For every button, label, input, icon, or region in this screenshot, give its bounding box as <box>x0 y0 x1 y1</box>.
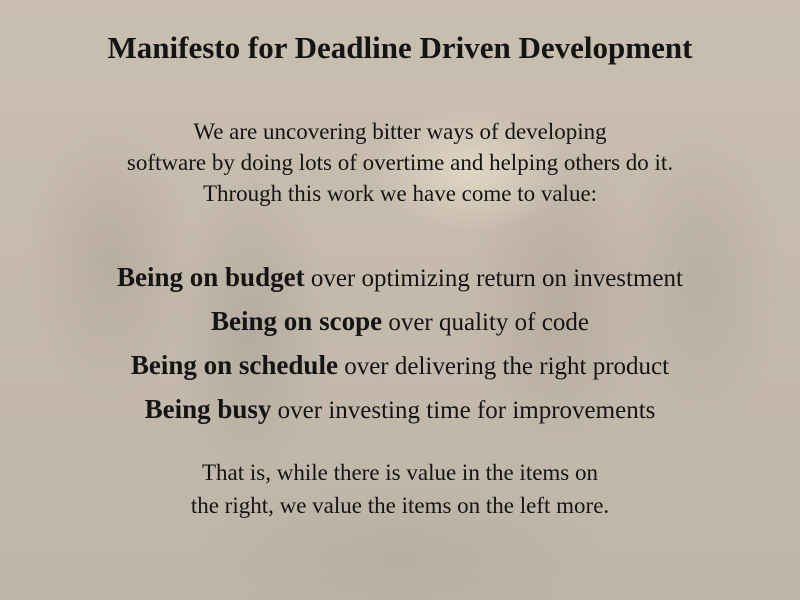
closing-line: That is, while there is value in the ite… <box>201 460 599 485</box>
intro-line: We are uncovering bitter ways of develop… <box>193 119 607 144</box>
value-preferred: Being on scope <box>211 306 383 336</box>
value-preferred: Being on budget <box>117 262 305 292</box>
value-over: over investing time for improvements <box>277 397 656 424</box>
values-list: Being on budget over optimizing return o… <box>0 256 800 432</box>
value-preferred: Being on schedule <box>130 350 338 380</box>
intro-line: software by doing lots of overtime and h… <box>126 150 674 175</box>
value-item: Being busy over investing time for impro… <box>0 388 800 432</box>
value-over: over delivering the right product <box>344 353 670 380</box>
intro-line: Through this work we have come to value: <box>202 181 598 206</box>
closing-line: the right, we value the items on the lef… <box>190 493 610 518</box>
intro-paragraph: We are uncovering bitter ways of develop… <box>0 116 800 209</box>
closing-paragraph: That is, while there is value in the ite… <box>0 456 800 522</box>
value-preferred: Being busy <box>144 394 272 424</box>
value-item: Being on schedule over delivering the ri… <box>0 344 800 388</box>
value-over: over optimizing return on investment <box>310 265 683 292</box>
value-item: Being on budget over optimizing return o… <box>0 256 800 300</box>
manifesto-title: Manifesto for Deadline Driven Developmen… <box>107 30 693 65</box>
value-over: over quality of code <box>388 309 589 336</box>
value-item: Being on scope over quality of code <box>0 300 800 344</box>
